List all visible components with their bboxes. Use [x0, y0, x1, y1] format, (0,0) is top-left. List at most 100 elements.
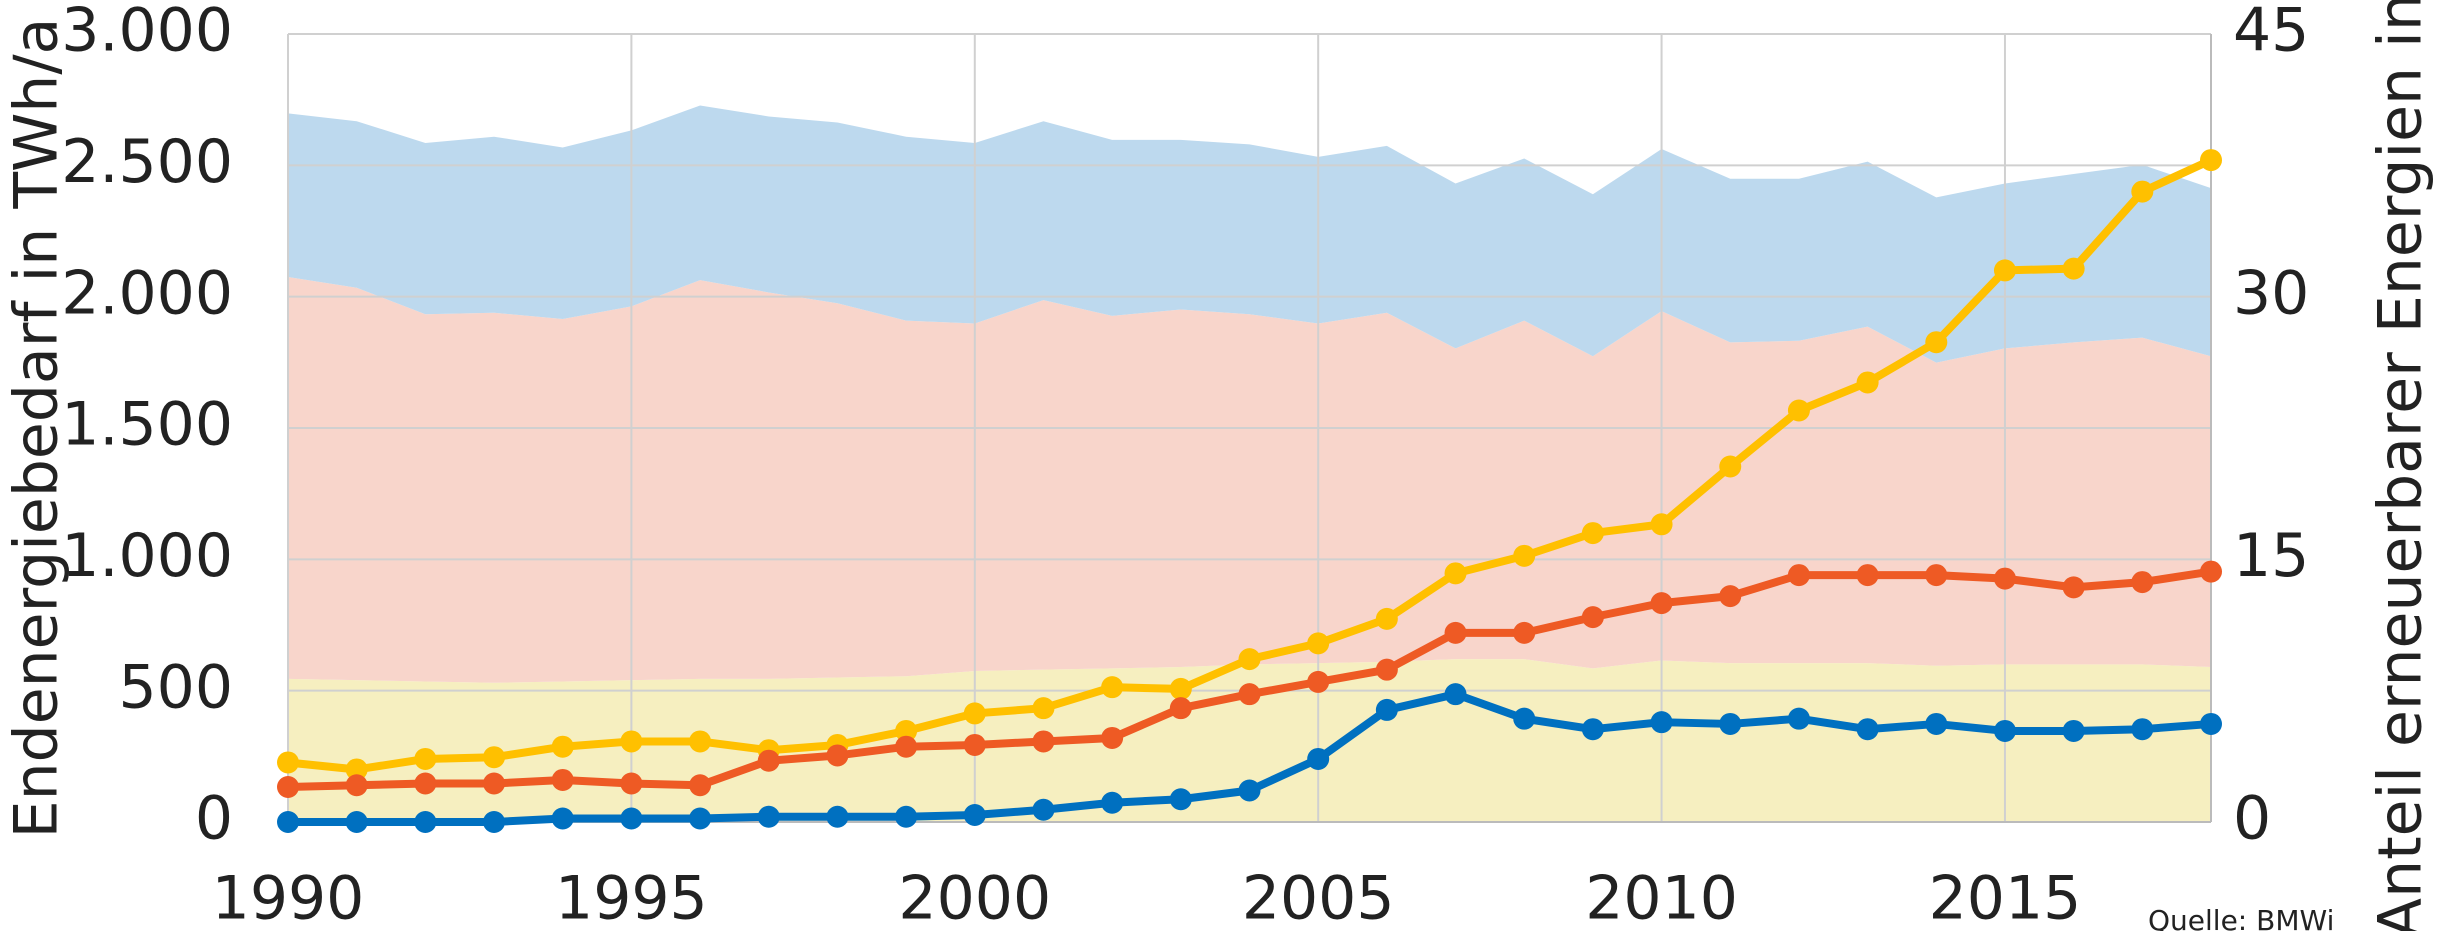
source-note: Quelle: BMWi: [2148, 904, 2334, 931]
y2-tick-label: 45: [2233, 0, 2309, 66]
point: [1307, 670, 1330, 693]
point: [1513, 621, 1536, 644]
point: [1375, 607, 1398, 630]
point: [345, 758, 368, 781]
point: [1032, 697, 1055, 720]
point: [1444, 683, 1467, 706]
point: [1856, 564, 1879, 587]
point: [1993, 719, 2016, 742]
y-axis-title: Endenergiebedarf in TWh/a: [2, 18, 72, 839]
point: [1719, 455, 1742, 478]
point: [1650, 711, 1673, 734]
point: [1513, 544, 1536, 567]
y-tick-label: 500: [118, 652, 233, 722]
y-tick-label: 0: [195, 784, 233, 854]
point: [963, 803, 986, 826]
point: [895, 735, 918, 758]
point: [895, 719, 918, 742]
x-tick-label: 1995: [555, 864, 708, 931]
point: [1719, 585, 1742, 608]
point: [551, 768, 574, 791]
y2-axis-title: Anteil erneuerbarer Energien in %: [2366, 0, 2436, 931]
point: [620, 772, 643, 795]
point: [1238, 648, 1261, 671]
point: [689, 807, 712, 830]
point: [1993, 259, 2016, 282]
point: [1169, 788, 1192, 811]
point: [1169, 677, 1192, 700]
point: [1787, 707, 1810, 730]
point: [277, 751, 299, 774]
y2-tick-label: 0: [2233, 784, 2271, 854]
y-tick-label: 2.000: [61, 258, 233, 328]
point: [551, 807, 574, 830]
point: [1238, 779, 1261, 802]
point: [551, 735, 574, 758]
point: [1307, 632, 1330, 655]
point: [1032, 730, 1055, 753]
point: [1513, 707, 1536, 730]
point: [1101, 676, 1124, 699]
point: [963, 702, 986, 725]
point: [620, 807, 643, 830]
point: [345, 811, 368, 833]
point: [1375, 658, 1398, 681]
point: [2131, 718, 2154, 741]
point: [483, 811, 506, 833]
x-tick-label: 2015: [1929, 864, 2082, 931]
point: [1101, 791, 1124, 814]
point: [1650, 513, 1673, 536]
point: [2200, 149, 2222, 172]
point: [414, 811, 437, 833]
y-tick-label: 1.500: [61, 390, 233, 460]
point: [2062, 576, 2085, 599]
point: [1925, 712, 1948, 735]
point: [2062, 257, 2085, 280]
point: [1581, 606, 1604, 629]
point: [1650, 592, 1673, 615]
point: [1444, 621, 1467, 644]
point: [1307, 747, 1330, 770]
point: [1993, 567, 2016, 590]
y-tick-label: 3.000: [61, 0, 233, 66]
point: [1032, 798, 1055, 821]
point: [757, 749, 780, 772]
point: [483, 746, 506, 769]
y2-tick-label: 30: [2233, 258, 2309, 328]
point: [414, 747, 437, 770]
point: [1101, 726, 1124, 749]
point: [1238, 683, 1261, 706]
point: [2131, 180, 2154, 203]
y2-tick-label: 15: [2233, 521, 2309, 591]
point: [1375, 698, 1398, 721]
point: [826, 805, 849, 828]
point: [1581, 718, 1604, 741]
point: [757, 805, 780, 828]
point: [689, 730, 712, 753]
point: [1444, 562, 1467, 585]
point: [1856, 371, 1879, 394]
point: [2131, 571, 2154, 594]
point: [1787, 564, 1810, 587]
point: [2062, 719, 2085, 742]
point: [2200, 560, 2222, 583]
point: [1925, 331, 1948, 354]
point: [1925, 564, 1948, 587]
point: [277, 775, 299, 798]
area: [288, 105, 2211, 363]
point: [826, 744, 849, 767]
point: [1787, 399, 1810, 422]
point: [1719, 712, 1742, 735]
point: [483, 772, 506, 795]
x-tick-label: 2000: [898, 864, 1051, 931]
point: [414, 772, 437, 795]
point: [895, 805, 918, 828]
x-tick-label: 2005: [1242, 864, 1395, 931]
x-tick-label: 1990: [212, 864, 365, 931]
y-tick-label: 2.500: [61, 127, 233, 197]
point: [2200, 712, 2222, 735]
point: [1856, 718, 1879, 741]
area: [288, 276, 2211, 683]
x-tick-label: 2010: [1585, 864, 1738, 931]
